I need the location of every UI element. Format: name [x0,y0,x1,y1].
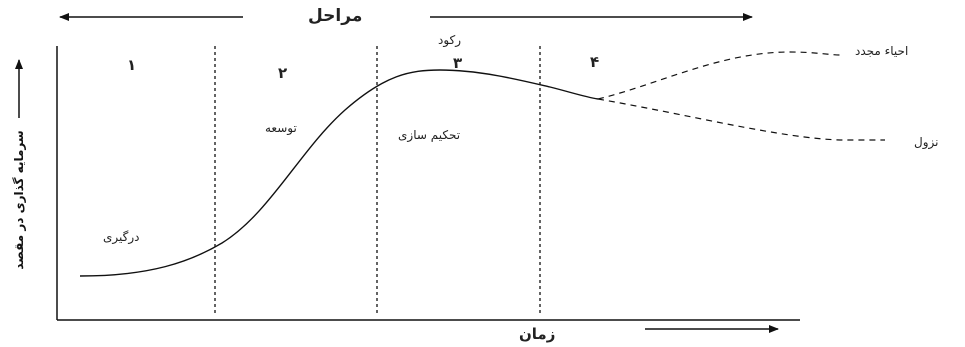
revival-curve [597,51,841,100]
outcome-label-decline: نزول [914,135,939,149]
y-axis-label: سرمایه گذاری در مقصد [12,130,26,270]
stage-label-consolidation: تحکیم سازی [398,128,461,142]
stage-number-4: ۴ [590,53,600,71]
stages-title: مراحل [308,6,363,26]
stage-label-involvement: درگیری [103,230,140,244]
stage-number-1: ۱ [127,56,137,74]
stage-number-2: ۲ [278,64,288,82]
stage-number-3: ۳ [453,54,463,72]
outcome-label-revival: احیاء مجدد [855,44,909,58]
lifecycle-curve [79,69,599,277]
stage-label-stagnation: رکود [438,33,462,47]
x-axis-label: زمان [519,325,556,343]
decline-curve [597,98,885,141]
stage-label-development: توسعه [265,121,297,135]
